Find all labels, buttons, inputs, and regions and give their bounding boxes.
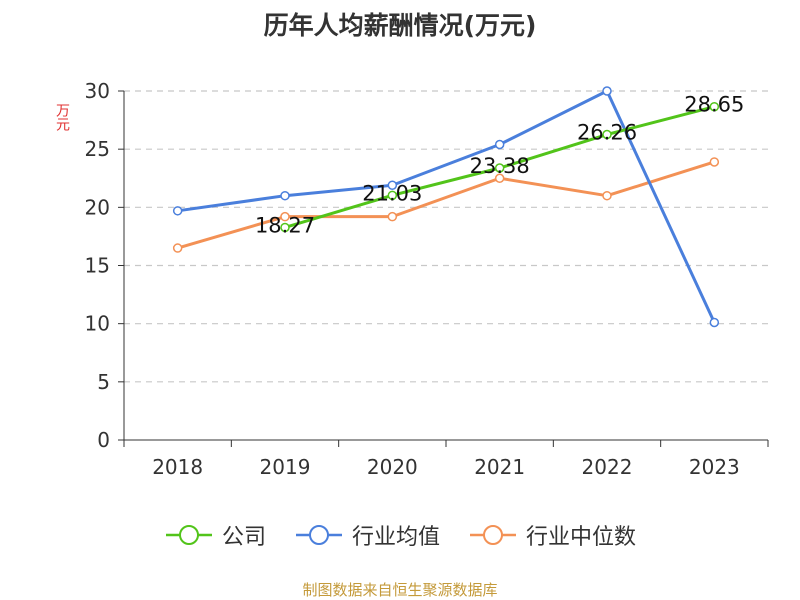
legend-marker-icon xyxy=(165,525,212,545)
x-tick-label: 2019 xyxy=(260,455,311,479)
chart-title: 历年人均薪酬情况(万元) xyxy=(263,11,537,40)
data-point xyxy=(387,211,398,222)
legend-label: 行业中位数 xyxy=(526,525,637,550)
y-tick-label: 10 xyxy=(85,312,110,336)
legend-marker-icon xyxy=(295,525,342,545)
source-note: 制图数据来自恒生聚源数据库 xyxy=(302,581,498,599)
data-point xyxy=(387,180,398,190)
data-point xyxy=(602,86,612,96)
legend-marker-icon xyxy=(470,525,516,545)
data-point xyxy=(602,129,612,140)
data-point xyxy=(602,190,612,201)
data-point xyxy=(494,173,505,183)
y-axis-label: 万元 xyxy=(54,103,70,131)
data-point xyxy=(387,190,398,201)
data-label: 18.27 xyxy=(255,213,315,237)
data-point xyxy=(172,206,183,216)
data-point xyxy=(280,211,290,222)
legend-item-industry-median[interactable]: 行业中位数 xyxy=(468,519,636,551)
data-point xyxy=(494,163,505,173)
legend: 公司 行业均值 行业中位数 xyxy=(0,519,800,551)
data-label: 23.38 xyxy=(470,154,530,178)
y-tick-label: 30 xyxy=(85,79,110,103)
y-tick-label: 0 xyxy=(97,428,110,452)
y-tick-label: 25 xyxy=(85,137,110,161)
data-point xyxy=(709,317,720,328)
x-tick-label: 2018 xyxy=(152,455,203,479)
legend-label: 公司 xyxy=(221,525,266,550)
legend-label: 行业均值 xyxy=(351,525,440,550)
data-point xyxy=(280,222,290,233)
data-label: 26.26 xyxy=(577,121,637,145)
series-line-2 xyxy=(177,160,715,250)
data-point xyxy=(709,101,720,112)
x-tick-label: 2022 xyxy=(582,455,633,479)
data-point xyxy=(494,139,505,150)
data-point xyxy=(280,190,290,201)
data-point xyxy=(172,243,183,253)
data-label: 28.65 xyxy=(684,93,744,117)
x-tick-label: 2020 xyxy=(367,455,418,479)
legend-item-company[interactable]: 公司 xyxy=(164,519,266,551)
data-point xyxy=(709,157,720,167)
legend-item-industry-mean[interactable]: 行业均值 xyxy=(294,519,440,551)
y-tick-label: 20 xyxy=(85,195,110,219)
data-label: 21.03 xyxy=(362,181,422,205)
y-tick-label: 15 xyxy=(85,254,110,278)
y-tick-label: 5 xyxy=(97,370,110,394)
x-tick-label: 2021 xyxy=(474,455,525,479)
x-tick-label: 2023 xyxy=(689,455,740,479)
